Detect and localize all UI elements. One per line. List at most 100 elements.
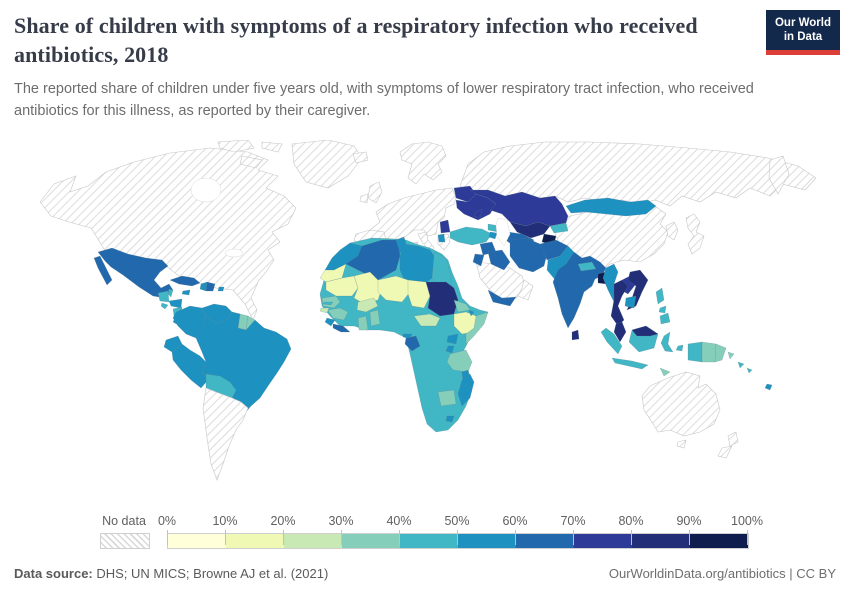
country-thailand[interactable] bbox=[610, 279, 629, 327]
country-rwanda-burundi[interactable] bbox=[445, 345, 455, 354]
region-argentina-chile[interactable] bbox=[202, 387, 249, 481]
country-iraq[interactable] bbox=[487, 249, 511, 271]
country-eritrea[interactable] bbox=[453, 299, 471, 313]
region-tasmania[interactable] bbox=[676, 439, 687, 449]
region-japan[interactable] bbox=[685, 213, 705, 255]
country-jamaica[interactable] bbox=[181, 289, 191, 296]
region-united-kingdom[interactable] bbox=[367, 181, 383, 204]
legend-bucket[interactable] bbox=[400, 534, 458, 548]
country-papua-new-guinea-east[interactable] bbox=[714, 343, 727, 363]
region-arctic-islands[interactable] bbox=[217, 140, 255, 153]
region-arctic-islands[interactable] bbox=[239, 155, 263, 169]
country-guatemala[interactable] bbox=[157, 290, 170, 303]
country-mauritania[interactable] bbox=[325, 275, 359, 297]
country-liberia[interactable] bbox=[332, 323, 351, 333]
legend-bucket[interactable] bbox=[574, 534, 632, 548]
country-cambodia[interactable] bbox=[624, 295, 637, 309]
region-greenland[interactable] bbox=[291, 140, 363, 189]
country-mongolia[interactable] bbox=[565, 197, 657, 217]
country-lesotho[interactable] bbox=[445, 415, 455, 423]
region-oman[interactable] bbox=[517, 279, 534, 301]
country-central-african-republic[interactable] bbox=[413, 313, 441, 327]
country-dominican-republic[interactable] bbox=[205, 281, 216, 292]
country-algeria[interactable] bbox=[345, 239, 401, 281]
region-iceland[interactable] bbox=[352, 151, 369, 164]
legend-bucket[interactable] bbox=[284, 534, 342, 548]
country-equatorial-guinea[interactable] bbox=[402, 333, 413, 339]
country-papua-new-guinea[interactable] bbox=[701, 341, 717, 363]
country-iran[interactable] bbox=[509, 237, 549, 273]
country-guinea[interactable] bbox=[327, 307, 349, 321]
country-india[interactable] bbox=[552, 251, 607, 329]
country-philippines-luzon[interactable] bbox=[655, 287, 665, 305]
legend-bucket[interactable] bbox=[168, 534, 226, 548]
country-jordan[interactable] bbox=[472, 253, 485, 267]
country-malaysia-borneo[interactable] bbox=[631, 325, 659, 337]
country-gabon[interactable] bbox=[404, 335, 421, 352]
country-sudan[interactable] bbox=[425, 281, 459, 317]
region-new-zealand[interactable] bbox=[727, 431, 739, 447]
region-australia[interactable] bbox=[641, 371, 721, 437]
region-korea[interactable] bbox=[665, 221, 679, 241]
country-honduras[interactable] bbox=[168, 298, 183, 309]
country-armenia[interactable] bbox=[488, 231, 498, 240]
country-philippines-visayas[interactable] bbox=[658, 305, 667, 314]
country-uzbekistan[interactable] bbox=[509, 221, 551, 239]
country-kyrgyzstan[interactable] bbox=[549, 222, 569, 234]
country-burkina-faso[interactable] bbox=[356, 297, 379, 313]
country-guinea-bissau[interactable] bbox=[319, 307, 330, 314]
country-yemen[interactable] bbox=[487, 289, 517, 307]
country-indonesia-moluccas[interactable] bbox=[675, 344, 684, 352]
country-moldova[interactable] bbox=[473, 208, 483, 219]
legend-bucket[interactable] bbox=[632, 534, 690, 548]
country-uganda[interactable] bbox=[446, 333, 459, 345]
country-belize[interactable] bbox=[167, 288, 174, 298]
legend-bucket[interactable] bbox=[458, 534, 516, 548]
country-mexico[interactable] bbox=[93, 247, 174, 299]
country-philippines-mindanao[interactable] bbox=[659, 312, 671, 325]
country-indonesia-sumatra[interactable] bbox=[600, 327, 623, 355]
country-mali[interactable] bbox=[353, 271, 383, 305]
country-turkey[interactable] bbox=[449, 226, 493, 246]
region-ireland[interactable] bbox=[359, 193, 369, 204]
owid-logo[interactable]: Our World in Data bbox=[766, 10, 840, 55]
country-solomon-islands[interactable] bbox=[746, 367, 753, 374]
country-indonesia-papua[interactable] bbox=[687, 341, 703, 363]
country-serbia[interactable] bbox=[439, 219, 451, 234]
region-new-zealand[interactable] bbox=[717, 445, 733, 459]
country-botswana[interactable] bbox=[437, 389, 457, 407]
country-malaysia[interactable] bbox=[613, 321, 627, 343]
legend-bucket[interactable] bbox=[690, 534, 748, 548]
country-el-salvador[interactable] bbox=[160, 302, 169, 310]
license-link[interactable]: OurWorldinData.org/antibiotics | CC BY bbox=[608, 566, 836, 581]
country-albania[interactable] bbox=[437, 233, 446, 243]
country-solomon-islands[interactable] bbox=[737, 361, 745, 369]
country-new-britain[interactable] bbox=[727, 351, 735, 360]
legend-bucket[interactable] bbox=[226, 534, 284, 548]
country-timor-leste[interactable] bbox=[659, 367, 671, 377]
country-fiji[interactable] bbox=[764, 383, 773, 391]
country-sierra-leone[interactable] bbox=[324, 317, 336, 327]
country-cuba[interactable] bbox=[169, 275, 201, 287]
country-ghana[interactable] bbox=[357, 315, 369, 331]
country-peru[interactable] bbox=[171, 343, 209, 389]
country-benin-togo[interactable] bbox=[369, 309, 381, 327]
country-somalia[interactable] bbox=[465, 311, 489, 345]
country-indonesia-sulawesi[interactable] bbox=[660, 331, 674, 353]
country-indonesia-java[interactable] bbox=[611, 357, 649, 370]
country-puerto-rico[interactable] bbox=[217, 286, 225, 292]
legend-bucket[interactable] bbox=[516, 534, 574, 548]
region-scandinavia[interactable] bbox=[399, 141, 447, 185]
country-djibouti[interactable] bbox=[468, 309, 475, 317]
country-niger[interactable] bbox=[377, 275, 411, 303]
country-gambia[interactable] bbox=[322, 301, 334, 306]
region-kamchatka[interactable] bbox=[768, 155, 790, 195]
country-sri-lanka[interactable] bbox=[571, 329, 580, 341]
legend-bucket[interactable] bbox=[342, 534, 400, 548]
region-italy[interactable] bbox=[417, 231, 435, 253]
country-nepal[interactable] bbox=[577, 261, 597, 272]
legend-no-data-swatch[interactable] bbox=[100, 533, 150, 549]
country-madagascar[interactable] bbox=[457, 373, 475, 407]
region-arctic-islands[interactable] bbox=[261, 141, 283, 153]
